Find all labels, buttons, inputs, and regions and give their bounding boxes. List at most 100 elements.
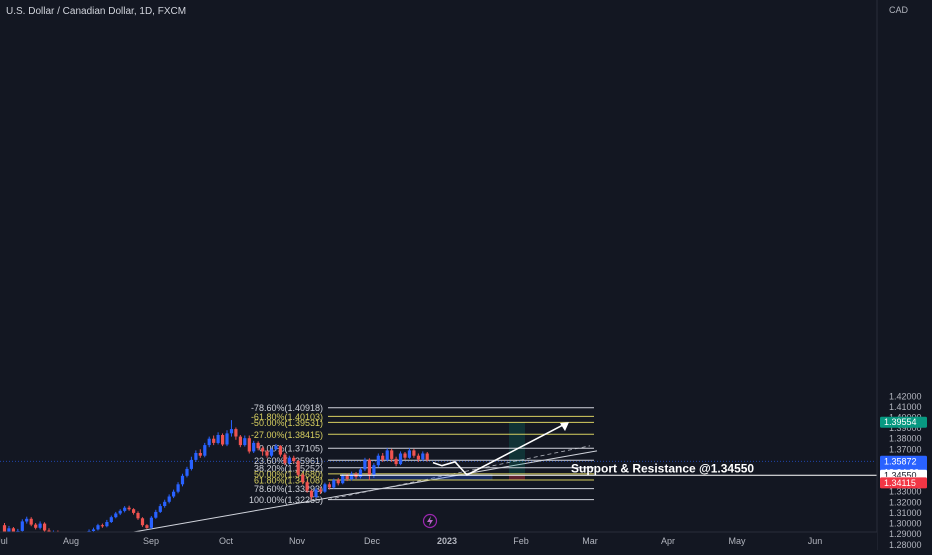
candle-body[interactable]	[376, 455, 380, 466]
candle-body[interactable]	[123, 507, 127, 511]
candle-body[interactable]	[261, 448, 265, 452]
price-tick-label: 1.37000	[889, 444, 922, 454]
candle-body[interactable]	[421, 453, 425, 460]
candle-body[interactable]	[216, 435, 220, 443]
fib-level-label: -61.80%(1.40103)	[251, 412, 323, 422]
candle-body[interactable]	[234, 429, 238, 437]
candle-body[interactable]	[394, 458, 398, 465]
candle-body[interactable]	[105, 522, 109, 527]
currency-label: CAD	[889, 5, 909, 15]
candle-body[interactable]	[385, 450, 389, 460]
candle-body[interactable]	[109, 517, 113, 522]
candle-body[interactable]	[114, 513, 118, 518]
candle-body[interactable]	[243, 438, 247, 446]
candle-body[interactable]	[118, 510, 122, 514]
candle-body[interactable]	[229, 429, 234, 434]
candle-body[interactable]	[278, 446, 282, 455]
candle-body[interactable]	[91, 529, 96, 531]
candle-body[interactable]	[140, 518, 145, 526]
candle-body[interactable]	[167, 496, 171, 502]
candle-body[interactable]	[341, 475, 345, 484]
candle-body[interactable]	[221, 435, 225, 445]
candle-body[interactable]	[252, 442, 256, 452]
candle-body[interactable]	[381, 455, 385, 460]
price-tick-label: 1.38000	[889, 434, 922, 444]
candle-body[interactable]	[225, 433, 229, 445]
candle-body[interactable]	[318, 489, 322, 492]
time-tick-label: Apr	[661, 536, 675, 546]
candle-body[interactable]	[247, 438, 251, 452]
candle-body[interactable]	[96, 525, 100, 530]
candle-body[interactable]	[145, 525, 149, 528]
candle-body[interactable]	[158, 506, 162, 512]
candle-body[interactable]	[350, 473, 354, 479]
candle-body[interactable]	[403, 453, 407, 458]
candle-body[interactable]	[203, 445, 207, 456]
candle-body[interactable]	[287, 457, 291, 464]
candle-body[interactable]	[323, 484, 327, 492]
candle-body[interactable]	[363, 459, 367, 470]
candle-body[interactable]	[25, 518, 29, 522]
price-axis: CAD1.280001.290001.300001.310001.320001.…	[876, 0, 932, 550]
candle-body[interactable]	[20, 521, 24, 531]
bolt-icon[interactable]	[422, 513, 438, 529]
candle-body[interactable]	[265, 451, 269, 456]
time-tick-label: Sep	[143, 536, 159, 546]
candle-body[interactable]	[212, 438, 216, 443]
symbol-title[interactable]: U.S. Dollar / Canadian Dollar, 1D, FXCM	[6, 6, 186, 17]
candle-body[interactable]	[136, 513, 140, 519]
candle-body[interactable]	[127, 507, 131, 510]
candle-body[interactable]	[305, 482, 309, 491]
candle-body[interactable]	[38, 523, 42, 528]
candle-body[interactable]	[416, 455, 420, 460]
candle-body[interactable]	[372, 465, 376, 476]
candle-body[interactable]	[309, 490, 314, 498]
candle-body[interactable]	[43, 523, 47, 531]
candle-body[interactable]	[398, 453, 403, 465]
candle-body[interactable]	[407, 450, 411, 458]
candle-body[interactable]	[296, 461, 300, 475]
candle-body[interactable]	[327, 484, 331, 488]
candle-body[interactable]	[176, 484, 180, 492]
trendline-dashed[interactable]	[327, 445, 591, 500]
candle-body[interactable]	[358, 469, 363, 477]
candle-body[interactable]	[274, 446, 278, 450]
fib-level-label: 100.00%(1.32255)	[249, 495, 323, 505]
fib-level-label: 38.20%(1.35252)	[254, 463, 323, 473]
candle-body[interactable]	[269, 449, 274, 456]
candle-body[interactable]	[172, 491, 176, 497]
time-tick-label: Mar	[582, 536, 598, 546]
candle-body[interactable]	[149, 517, 153, 528]
candle-body[interactable]	[198, 453, 202, 456]
candle-body[interactable]	[425, 453, 429, 460]
candle-body[interactable]	[345, 475, 349, 479]
candle-body[interactable]	[238, 436, 242, 446]
candle-body[interactable]	[292, 457, 296, 461]
candle-body[interactable]	[154, 511, 158, 518]
candle-body[interactable]	[336, 480, 340, 484]
candle-body[interactable]	[390, 450, 394, 459]
candle-body[interactable]	[332, 480, 336, 488]
candle-body[interactable]	[256, 442, 260, 449]
candle-body[interactable]	[194, 453, 198, 460]
candle-body[interactable]	[180, 475, 185, 485]
time-tick-label: Oct	[219, 536, 234, 546]
projection-path[interactable]	[432, 423, 566, 476]
candle-body[interactable]	[189, 459, 193, 469]
candle-body[interactable]	[367, 459, 371, 476]
candle-body[interactable]	[2, 525, 7, 532]
candle-body[interactable]	[7, 528, 11, 532]
candle-body[interactable]	[163, 501, 167, 506]
candle-body[interactable]	[314, 489, 318, 497]
candle-body[interactable]	[283, 454, 287, 464]
candle-body[interactable]	[29, 518, 33, 525]
candle-body[interactable]	[34, 524, 38, 528]
candle-body[interactable]	[207, 438, 211, 446]
candle-body[interactable]	[412, 450, 416, 456]
candle-body[interactable]	[301, 474, 305, 483]
candle-body[interactable]	[132, 509, 136, 513]
trendline-main[interactable]	[129, 450, 598, 534]
candle-body[interactable]	[185, 468, 189, 476]
candle-body[interactable]	[100, 525, 104, 527]
